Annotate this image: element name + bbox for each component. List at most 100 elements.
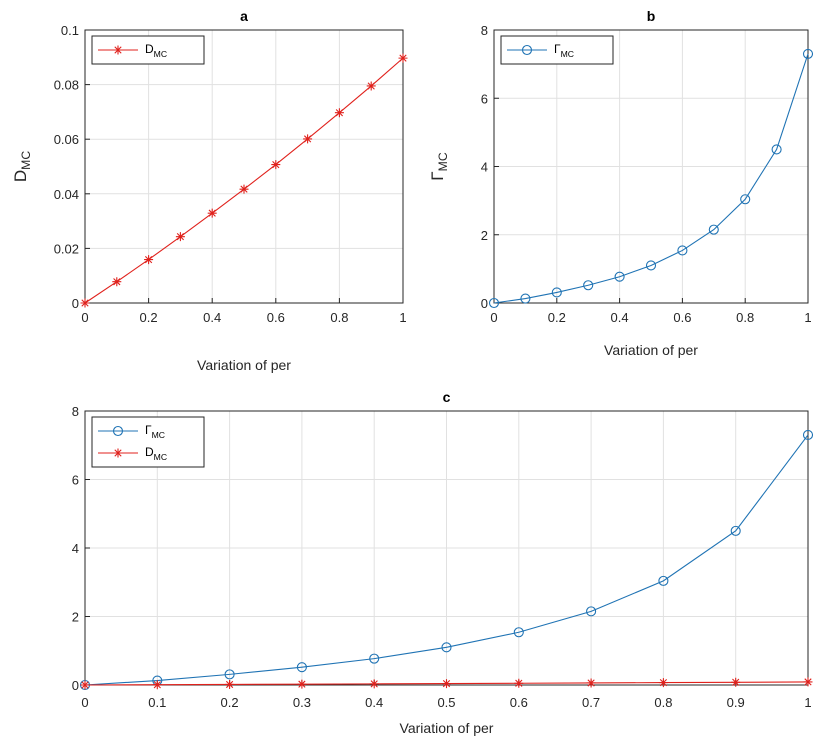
series-line-c-0 xyxy=(84,434,809,686)
point-a-0-3 xyxy=(175,232,185,242)
legend-label-a-0: DMC xyxy=(145,42,167,59)
point-b-0-7 xyxy=(708,224,719,235)
xtick-label-b-0: 0 xyxy=(490,310,497,325)
ytick-label-b-4: 8 xyxy=(481,23,488,38)
ytick-label-a-4: 0.08 xyxy=(54,78,79,93)
legend-label-c-1-main: D xyxy=(145,445,154,459)
legend-label-a-0-sub: MC xyxy=(154,49,167,59)
xtick-label-a-3: 0.6 xyxy=(267,310,285,325)
xtick-label-a-4: 0.8 xyxy=(330,310,348,325)
ytick-label-a-1: 0.02 xyxy=(54,241,79,256)
ylabel-text-a: DMC xyxy=(11,151,33,182)
xtick-label-c-7: 0.7 xyxy=(582,695,600,710)
ytick-label-c-0: 0 xyxy=(72,678,79,693)
ytick-label-c-3: 6 xyxy=(72,473,79,488)
legend-marker-b-0 xyxy=(521,44,533,56)
xtick-label-c-10: 1 xyxy=(804,695,811,710)
point-b-0-1 xyxy=(520,293,531,304)
legend-box-a xyxy=(91,35,205,65)
legend-a: DMC xyxy=(91,35,205,65)
legend-label-b-0-main: Γ xyxy=(554,42,561,56)
xlabel-b: Variation of per xyxy=(604,342,698,358)
xtick-label-c-8: 0.8 xyxy=(654,695,672,710)
xlabel-c: Variation of per xyxy=(400,720,494,736)
point-b-0-8 xyxy=(740,194,751,205)
legend-label-a-0-main: D xyxy=(145,42,154,56)
xtick-label-a-1: 0.2 xyxy=(140,310,158,325)
ytick-label-b-3: 6 xyxy=(481,91,488,106)
legend-label-c-0-sub: MC xyxy=(152,430,165,440)
point-c-1-1 xyxy=(152,680,162,690)
ytick-label-b-1: 2 xyxy=(481,228,488,243)
point-c-0-3 xyxy=(296,662,307,673)
ylabel-text-a-main: D xyxy=(11,170,30,182)
point-a-0-5 xyxy=(239,184,249,194)
title-a: a xyxy=(240,8,248,24)
point-b-0-9 xyxy=(771,144,782,155)
legend-b: ΓMC xyxy=(500,35,614,65)
point-b-0-2 xyxy=(551,287,562,298)
ytick-label-a-2: 0.04 xyxy=(54,187,79,202)
point-c-1-0 xyxy=(80,680,90,690)
series-c-1 xyxy=(80,677,813,690)
point-c-1-6 xyxy=(514,678,524,688)
point-c-0-2 xyxy=(224,669,235,680)
ytick-label-a-3: 0.06 xyxy=(54,132,79,147)
xtick-label-c-2: 0.2 xyxy=(221,695,239,710)
series-line-b-0 xyxy=(493,53,809,304)
point-b-0-3 xyxy=(583,280,594,291)
point-c-1-8 xyxy=(658,678,668,688)
xtick-label-c-6: 0.6 xyxy=(510,695,528,710)
panel-a: 0 0.2 0.4 0.6 0.8 1 0 0.02 0.04 0.06 0.08 0.1 a Varia… xyxy=(11,8,408,373)
point-c-0-4 xyxy=(369,653,380,664)
xtick-label-c-9: 0.9 xyxy=(727,695,745,710)
point-c-0-5 xyxy=(441,642,452,653)
panel-c: 0 0.1 0.2 0.3 0.4 0.5 0.6 0.7 0.8 0.9 1 0 2 4 6 8 c Varia… xyxy=(72,389,813,736)
point-a-0-8 xyxy=(334,108,344,118)
title-c: c xyxy=(443,389,451,405)
point-a-0-9 xyxy=(366,81,376,91)
point-c-1-2 xyxy=(225,679,235,689)
legend-label-c-0-main: Γ xyxy=(145,423,152,437)
xtick-label-a-0: 0 xyxy=(81,310,88,325)
ytick-label-c-4: 8 xyxy=(72,404,79,419)
point-c-0-6 xyxy=(513,627,524,638)
ylabel-a: DMC xyxy=(11,151,33,182)
point-c-1-10 xyxy=(803,677,813,687)
title-b: b xyxy=(647,8,656,24)
ylabel-b: ΓMC xyxy=(428,152,450,181)
point-c-1-7 xyxy=(586,678,596,688)
axes-box-a xyxy=(84,29,404,304)
point-c-1-9 xyxy=(731,677,741,687)
xtick-label-c-3: 0.3 xyxy=(293,695,311,710)
ytick-label-c-1: 2 xyxy=(72,610,79,625)
point-a-0-10 xyxy=(398,53,408,63)
xtick-label-a-2: 0.4 xyxy=(203,310,221,325)
point-c-1-3 xyxy=(297,679,307,689)
xtick-label-b-1: 0.2 xyxy=(548,310,566,325)
point-b-0-6 xyxy=(677,245,688,256)
point-a-0-4 xyxy=(207,208,217,218)
legend-marker-a-0 xyxy=(113,45,123,55)
ytick-label-b-2: 4 xyxy=(481,160,488,175)
point-c-0-8 xyxy=(658,575,669,586)
xtick-label-c-0: 0 xyxy=(81,695,88,710)
xtick-label-c-1: 0.1 xyxy=(148,695,166,710)
xtick-label-c-4: 0.4 xyxy=(365,695,383,710)
legend-marker-c-1 xyxy=(113,448,123,458)
plot-area-a xyxy=(85,30,403,303)
xlabel-a: Variation of per xyxy=(197,357,291,373)
xtick-label-a-5: 1 xyxy=(399,310,406,325)
legend-label-c-0: ΓMC xyxy=(145,423,165,440)
legend-label-c-1: DMC xyxy=(145,445,167,462)
series-c-0 xyxy=(79,429,813,691)
point-c-0-9 xyxy=(730,525,741,536)
point-c-0-7 xyxy=(586,606,597,617)
xtick-label-c-5: 0.5 xyxy=(437,695,455,710)
point-a-0-6 xyxy=(271,160,281,170)
series-a-0 xyxy=(80,53,408,308)
ylabel-text-b-main: Γ xyxy=(428,171,447,180)
